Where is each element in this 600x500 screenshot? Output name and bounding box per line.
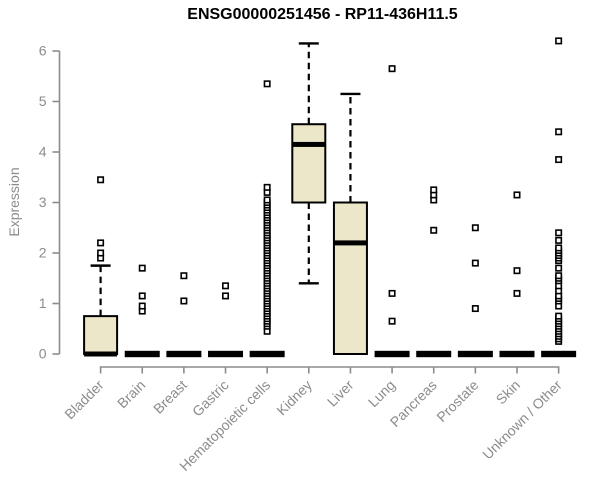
outlier-unknown-other-28: [555, 229, 563, 237]
x-tick-label-brain: Brain: [114, 377, 148, 411]
outlier-unknown-other-27: [555, 236, 563, 244]
median-liver: [333, 240, 367, 246]
x-tick-label-kidney: Kidney: [273, 377, 315, 419]
y-tick-label-4: 4: [39, 144, 47, 160]
outlier-skin-2: [513, 191, 521, 199]
box-bladder: [83, 315, 119, 355]
median-bladder: [84, 351, 118, 357]
box-unknown-other: [541, 350, 577, 358]
x-tick-label-prostate: Prostate: [433, 377, 481, 425]
y-tick-label-2: 2: [39, 245, 47, 261]
median-kidney: [292, 141, 326, 147]
outlier-skin-1: [513, 267, 521, 275]
outlier-gastric-0: [222, 292, 230, 300]
outlier-bladder-2: [97, 239, 105, 247]
x-tick-label-liver: Liver: [324, 377, 357, 410]
outlier-unknown-other-30: [555, 128, 563, 136]
x-tick-label-lung: Lung: [365, 377, 398, 410]
outlier-bladder-1: [97, 249, 105, 257]
outlier-lung-0: [388, 317, 396, 325]
y-tick-label-3: 3: [39, 194, 47, 210]
x-tick-label-breast: Breast: [150, 377, 190, 417]
outlier-lung-1: [388, 289, 396, 297]
outlier-unknown-other-26: [555, 244, 563, 252]
box-gastric: [208, 350, 244, 358]
outlier-brain-3: [138, 264, 146, 272]
outlier-gastric-1: [222, 282, 230, 290]
x-tick-label-skin: Skin: [493, 377, 524, 408]
outlier-hematopoietic-cells-53: [263, 183, 271, 191]
outlier-lung-2: [388, 65, 396, 73]
outlier-breast-1: [180, 272, 188, 280]
box-prostate: [457, 350, 493, 358]
chart-title: ENSG00000251456 - RP11-436H11.5: [187, 6, 458, 23]
y-tick-label-0: 0: [39, 346, 47, 362]
box-breast: [166, 350, 202, 358]
outlier-skin-0: [513, 289, 521, 297]
box-hematopoietic-cells: [249, 350, 285, 358]
outlier-brain-1: [138, 302, 146, 310]
x-tick-label-bladder: Bladder: [61, 377, 107, 423]
outlier-pancreas-0: [430, 226, 438, 234]
box-pancreas: [416, 350, 452, 358]
y-tick-label-6: 6: [39, 43, 47, 59]
box-skin: [499, 350, 535, 358]
outlier-hematopoietic-cells-54: [263, 80, 271, 88]
outlier-breast-0: [180, 297, 188, 305]
outlier-unknown-other-29: [555, 156, 563, 164]
outlier-prostate-0: [471, 305, 479, 313]
outlier-bladder-3: [97, 176, 105, 184]
box-brain: [124, 350, 160, 358]
box-kidney: [291, 123, 327, 204]
x-tick-label-unknown-other: Unknown / Other: [479, 377, 565, 463]
y-tick-label-1: 1: [39, 295, 47, 311]
outlier-unknown-other-31: [555, 37, 563, 45]
outlier-prostate-2: [471, 224, 479, 232]
box-liver: [332, 201, 368, 355]
outlier-prostate-1: [471, 259, 479, 267]
outlier-unknown-other-10: [555, 312, 563, 320]
outlier-hematopoietic-cells-51: [263, 196, 271, 204]
y-tick-label-5: 5: [39, 93, 47, 109]
outlier-unknown-other-20: [555, 264, 563, 272]
outlier-unknown-other-19: [555, 272, 563, 280]
box-lung: [374, 350, 410, 358]
outlier-brain-2: [138, 292, 146, 300]
outlier-pancreas-3: [430, 186, 438, 194]
